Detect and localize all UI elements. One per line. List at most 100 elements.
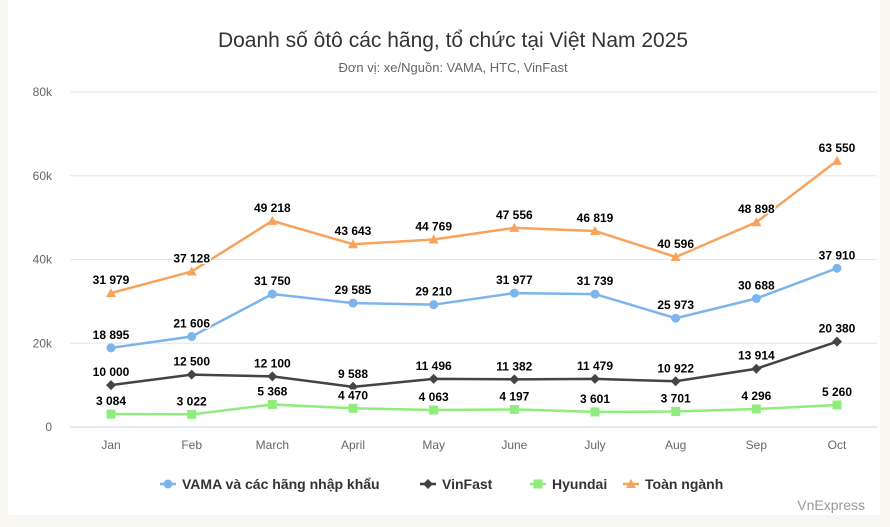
data-point[interactable]: [671, 313, 681, 323]
data-point[interactable]: [590, 373, 600, 384]
data-point[interactable]: [267, 215, 278, 225]
data-label: 10 922: [657, 361, 694, 375]
data-label: 12 500: [173, 355, 210, 369]
data-point[interactable]: [187, 409, 197, 419]
data-label: 3 701: [661, 392, 691, 406]
data-point[interactable]: [509, 222, 520, 232]
legend-item[interactable]: Hyundai: [530, 476, 607, 492]
data-label: 31 977: [496, 273, 533, 287]
data-label: 31 739: [577, 274, 614, 288]
data-point[interactable]: [429, 405, 439, 415]
legend-label: VAMA và các hãng nhập khẩu: [182, 476, 380, 492]
data-point[interactable]: [348, 298, 358, 308]
data-label: 48 898: [738, 202, 775, 216]
series-line: [110, 267, 838, 350]
legend-marker[interactable]: [423, 479, 433, 489]
data-point[interactable]: [428, 234, 439, 244]
legend-marker[interactable]: [626, 479, 636, 488]
data-label: 5 260: [822, 385, 852, 399]
legend-item[interactable]: Toàn ngành: [623, 476, 723, 492]
x-tick-label: Jan: [101, 438, 120, 452]
x-tick-label: July: [584, 438, 605, 452]
data-label: 3 022: [177, 394, 207, 408]
legend-item[interactable]: VAMA và các hãng nhập khẩu: [160, 476, 380, 492]
data-label: 12 100: [254, 356, 291, 370]
data-label: 30 688: [738, 278, 775, 292]
chart-title: Doanh số ôtô các hãng, tổ chức tại Việt …: [218, 29, 688, 52]
data-label: 44 769: [415, 220, 452, 234]
data-point[interactable]: [106, 380, 116, 391]
data-point[interactable]: [590, 225, 600, 235]
data-point[interactable]: [670, 252, 681, 262]
data-label: 37 128: [173, 252, 210, 266]
chart-card: [8, 0, 880, 515]
data-label: 4 197: [499, 389, 529, 403]
data-point[interactable]: [751, 363, 762, 374]
data-label: 31 750: [254, 274, 291, 288]
data-point[interactable]: [509, 374, 520, 385]
series-line: [110, 340, 838, 389]
legend-marker[interactable]: [163, 479, 173, 489]
x-tick-label: Oct: [828, 438, 847, 452]
data-point[interactable]: [751, 293, 761, 303]
data-point[interactable]: [106, 343, 116, 353]
legend-item[interactable]: VinFast: [420, 476, 493, 492]
x-tick-label: Aug: [665, 438, 686, 452]
data-point[interactable]: [348, 403, 358, 413]
series-line: [110, 159, 838, 295]
data-point[interactable]: [106, 409, 116, 419]
data-label: 18 895: [93, 328, 130, 342]
x-tick-label: March: [256, 438, 289, 452]
x-tick-label: April: [341, 438, 365, 452]
y-tick-label: 60k: [33, 169, 53, 183]
data-point[interactable]: [832, 400, 842, 410]
credit: VnExpress: [797, 497, 865, 513]
chart-subtitle: Đơn vị: xe/Nguồn: VAMA, HTC, VinFast: [338, 60, 568, 75]
data-label: 20 380: [819, 322, 856, 336]
data-point[interactable]: [832, 263, 842, 273]
legend-marker[interactable]: [533, 479, 543, 489]
data-point[interactable]: [509, 404, 519, 414]
data-point[interactable]: [267, 289, 277, 299]
x-tick-label: Feb: [181, 438, 202, 452]
data-label: 63 550: [819, 141, 856, 155]
x-tick-label: June: [501, 438, 527, 452]
data-point[interactable]: [590, 289, 600, 299]
data-label: 29 585: [335, 283, 372, 297]
data-point[interactable]: [428, 373, 439, 384]
data-label: 21 606: [173, 317, 210, 331]
data-point[interactable]: [751, 217, 762, 227]
y-tick-label: 80k: [33, 85, 53, 99]
data-point[interactable]: [348, 381, 358, 392]
data-point[interactable]: [106, 288, 116, 298]
data-point[interactable]: [348, 239, 358, 249]
y-tick-label: 20k: [33, 336, 53, 350]
data-point[interactable]: [267, 371, 278, 382]
data-label: 25 973: [657, 298, 694, 312]
legend-label: Hyundai: [552, 476, 607, 492]
data-label: 37 910: [819, 248, 856, 262]
data-label: 47 556: [496, 208, 533, 222]
data-point[interactable]: [670, 376, 681, 387]
y-tick-label: 0: [45, 420, 52, 434]
data-point[interactable]: [267, 400, 277, 410]
data-label: 4 063: [419, 390, 449, 404]
data-point[interactable]: [751, 404, 761, 414]
data-point[interactable]: [187, 332, 197, 342]
data-point[interactable]: [590, 407, 600, 417]
data-point[interactable]: [509, 288, 519, 298]
data-point[interactable]: [832, 155, 842, 165]
series-line: [110, 403, 838, 416]
data-label: 13 914: [738, 349, 775, 363]
x-tick-label: May: [422, 438, 445, 452]
data-label: 3 084: [96, 394, 126, 408]
data-label: 3 601: [580, 392, 610, 406]
data-point[interactable]: [186, 266, 197, 276]
data-point[interactable]: [832, 336, 842, 347]
data-point[interactable]: [671, 407, 681, 417]
data-point[interactable]: [186, 369, 197, 380]
data-point[interactable]: [429, 300, 439, 310]
data-label: 11 496: [416, 359, 452, 373]
data-label: 11 382: [496, 359, 532, 373]
